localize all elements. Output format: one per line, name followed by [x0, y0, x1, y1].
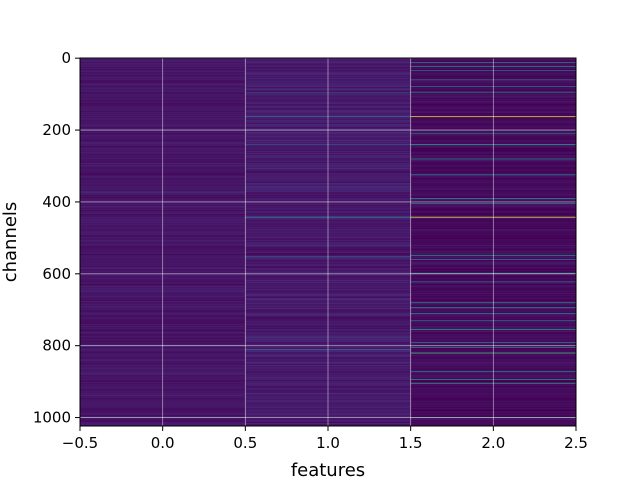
y-tick-label: 600: [42, 265, 71, 283]
x-tick-label: 1.0: [316, 434, 340, 452]
x-axis-label: features: [291, 460, 365, 480]
x-axis-ticks: −0.5 0.0 0.5 1.0 1.5 2.0 2.5: [62, 426, 588, 452]
y-axis-label: channels: [0, 202, 21, 283]
x-tick-label: 2.5: [564, 434, 588, 452]
x-tick-label: 1.5: [399, 434, 423, 452]
x-tick-label: 0.0: [151, 434, 175, 452]
y-tick-label: 0: [61, 49, 71, 67]
y-tick-label: 400: [42, 193, 71, 211]
y-tick-label: 1000: [33, 409, 71, 427]
y-tick-label: 800: [42, 337, 71, 355]
x-tick-label: −0.5: [62, 434, 98, 452]
x-tick-label: 2.0: [481, 434, 505, 452]
y-tick-label: 200: [42, 121, 71, 139]
x-tick-label: 0.5: [233, 434, 257, 452]
y-axis-ticks: 0 200 400 600 800 1000: [33, 49, 80, 427]
